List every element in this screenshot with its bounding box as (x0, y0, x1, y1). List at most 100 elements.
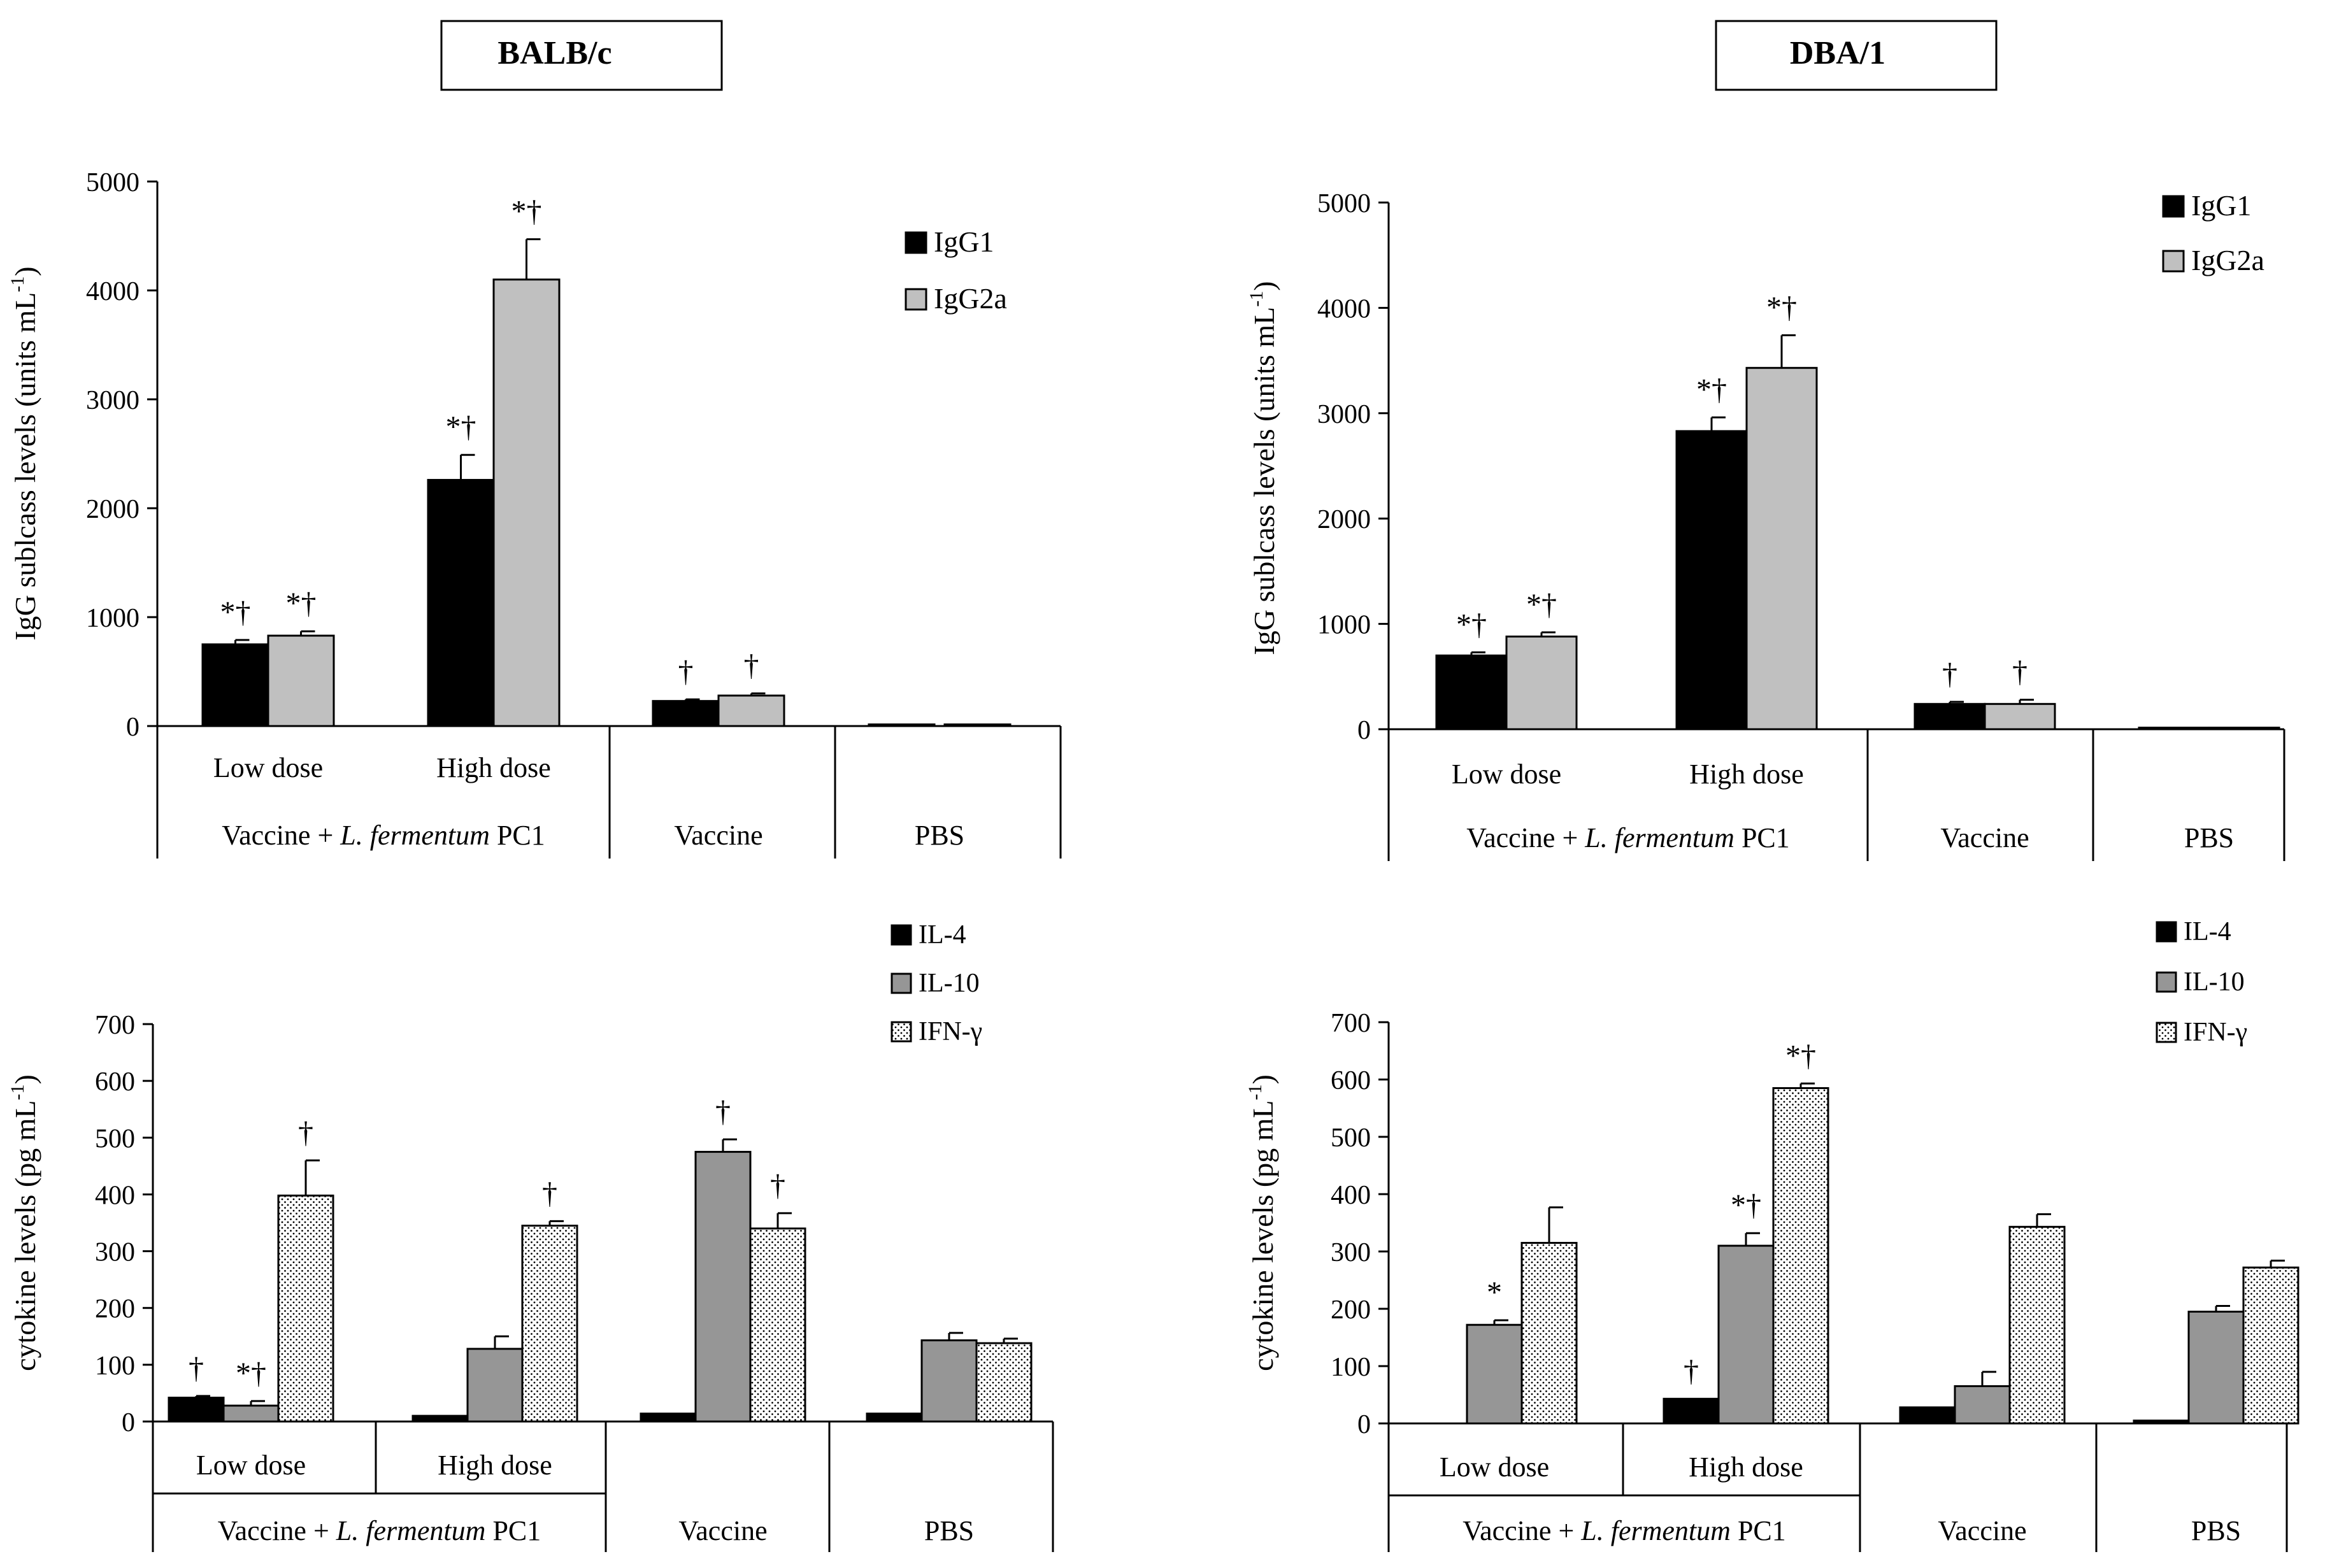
chart-panel-a: IgG sublcass levels (units mL-1) 0 1000 200… (7, 168, 1062, 859)
y-axis-label-text: IgG sublcass levels (units mL (9, 292, 41, 641)
x-category-label: Vaccine (1940, 822, 2029, 853)
y-tick-label: 200 (1331, 1295, 1371, 1325)
y-tick-label: 500 (95, 1124, 135, 1153)
x-category-label: PBS (924, 1515, 974, 1546)
significance-marker: *† (286, 587, 317, 620)
significance-marker: † (1942, 657, 1957, 691)
bar-ifn- (1772, 1087, 1829, 1425)
significance-marker: *† (220, 595, 251, 629)
x-group-label: Vaccine + L. fermentum PC1 (222, 820, 545, 851)
bar-igg1 (1675, 430, 1748, 731)
significance-marker: *† (1731, 1188, 1761, 1222)
bar-ifn- (2242, 1266, 2300, 1425)
y-tick-label: 200 (95, 1295, 135, 1324)
significance-marker: *† (1696, 373, 1727, 406)
y-tick-label: 300 (1331, 1238, 1371, 1267)
significance-marker: *† (1785, 1039, 1816, 1073)
y-axis-label-end: ) (9, 266, 41, 276)
bar-igg1 (201, 643, 269, 727)
legend-label: IgG2a (934, 282, 1007, 315)
x-category-label: High dose (436, 752, 551, 783)
bar-ifn- (749, 1227, 806, 1423)
x-group-label-part: PC1 (1731, 1515, 1786, 1546)
x-group-label-part: Vaccine + (1463, 1515, 1581, 1546)
bar-il-4 (2133, 1420, 2190, 1425)
y-tick-label: 1000 (1317, 611, 1371, 640)
significance-marker: † (715, 1095, 731, 1129)
y-axis-label: cytokine levels (pg mL-1) (7, 1074, 41, 1371)
legend-swatch (2162, 250, 2185, 273)
bar-il-10 (222, 1404, 280, 1423)
y-axis-label: IgG sublcass levels (units mL-1) (7, 266, 41, 640)
bar-igg2a (1984, 702, 2056, 731)
bar-igg2a (2208, 727, 2280, 731)
legend-swatch (2156, 971, 2177, 993)
strain-label-dba1: DBA/1 (1790, 35, 1885, 71)
significance-marker: *† (1456, 608, 1487, 641)
y-tick-label: 4000 (1317, 294, 1371, 324)
y-tick-label: 0 (1357, 716, 1371, 745)
y-axis-label: cytokine levels (pg mL-1) (1245, 1074, 1279, 1371)
strain-box-dba1: DBA/1 (1715, 20, 1998, 91)
significance-marker: † (1684, 1354, 1699, 1388)
significance-marker: † (542, 1176, 557, 1210)
bar-il-10 (1954, 1385, 2011, 1425)
y-tick-label: 0 (122, 1408, 135, 1437)
legend-label: IgG2a (2191, 244, 2264, 276)
x-category-label: High dose (1689, 759, 1804, 790)
significance-marker: † (189, 1351, 204, 1385)
y-axis-label-text: cytokine levels (pg mL (9, 1100, 41, 1371)
y-axis-label-sup: -1 (1245, 1084, 1266, 1100)
x-group-label-part: Vaccine + (218, 1515, 336, 1546)
significance-marker: * (1487, 1276, 1502, 1309)
y-tick-label: 3000 (86, 386, 139, 415)
significance-marker: *† (1766, 290, 1797, 324)
y-tick-label: 1000 (86, 604, 139, 633)
bar-igg2a (943, 723, 1012, 727)
strain-label-balbc: BALB/c (497, 35, 612, 71)
bar-ifn- (521, 1224, 578, 1423)
y-tick-label: 500 (1331, 1123, 1371, 1153)
y-tick-label: 100 (95, 1351, 135, 1381)
y-tick-label: 2000 (86, 495, 139, 524)
bar-igg1 (1913, 702, 1986, 731)
y-axis-label-sup: -1 (7, 276, 28, 292)
chart-panel-d: cytokine levels (pg mL-1) 0 100 200 300 400 50… (1245, 917, 2300, 1552)
x-category-label: Vaccine (1938, 1515, 2026, 1546)
y-axis-label-end: ) (1248, 281, 1280, 290)
y-tick-label: 700 (95, 1011, 135, 1040)
y-tick-label: 3000 (1317, 400, 1371, 429)
bar-ifn- (975, 1342, 1033, 1423)
significance-marker: † (770, 1169, 785, 1202)
y-tick-label: 0 (126, 713, 139, 742)
bar-il-4 (411, 1415, 469, 1423)
significance-marker: † (298, 1116, 313, 1150)
bar-igg2a (267, 634, 335, 727)
bar-igg2a (717, 694, 785, 727)
bar-ifn- (1520, 1242, 1578, 1425)
significance-marker: *† (511, 195, 542, 229)
bar-il-4 (866, 1413, 923, 1423)
legend-swatch (2156, 1022, 2177, 1043)
x-group-label-part: PC1 (485, 1515, 541, 1546)
strain-box-balbc: BALB/c (440, 20, 723, 91)
x-category-label: Vaccine (674, 820, 762, 851)
y-axis-label-sup: -1 (7, 1084, 28, 1100)
x-group-label: Vaccine + L. fermentum PC1 (1463, 1515, 1786, 1546)
y-axis-label-text: cytokine levels (pg mL (1247, 1100, 1279, 1371)
y-tick-label: 300 (95, 1238, 135, 1267)
bar-il-10 (1717, 1244, 1775, 1425)
x-group-label: Vaccine + L. fermentum PC1 (1466, 822, 1790, 853)
legend-swatch (905, 288, 927, 311)
bar-il-4 (1663, 1397, 1720, 1425)
significance-marker: † (2012, 655, 2028, 689)
x-category-label: High dose (1689, 1451, 1803, 1483)
legend-label: IFN-γ (2184, 1018, 2247, 1047)
significance-marker: *† (236, 1357, 266, 1390)
bar-il-4 (640, 1413, 697, 1423)
legend-label: IgG1 (2191, 189, 2252, 222)
bar-igg1 (2138, 727, 2210, 731)
bar-igg2a (1745, 367, 1818, 731)
legend-label: IL-4 (919, 920, 966, 950)
